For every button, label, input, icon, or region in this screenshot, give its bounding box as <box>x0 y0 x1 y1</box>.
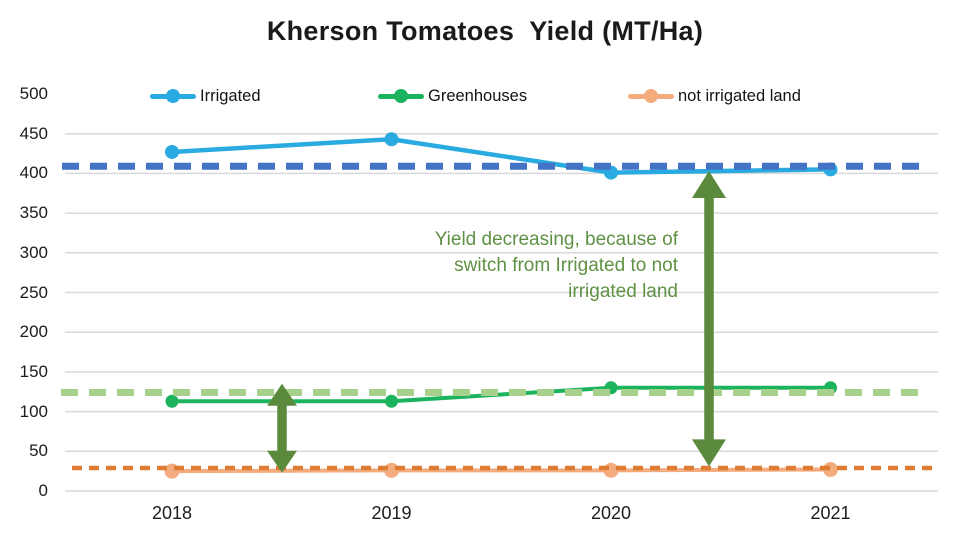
series-0-marker-2018 <box>165 144 179 159</box>
series-0-marker-2019 <box>384 132 399 147</box>
legend-item-not-irrigated: not irrigated land <box>628 84 801 108</box>
y-tick-label-0: 0 <box>38 481 48 500</box>
chart-title: Kherson Tomatoes Yield (MT/Ha) <box>266 16 704 46</box>
gap-greenhouses-vs-not-irrigated-head-down-icon <box>267 450 297 473</box>
legend-item-irrigated: Irrigated <box>150 84 261 108</box>
legend-swatch-dot <box>394 89 408 103</box>
y-tick-label-500: 500 <box>19 84 48 103</box>
x-tick-label-2021: 2021 <box>810 503 851 523</box>
legend-swatch-dot <box>644 89 658 103</box>
gap-irrigated-vs-not-irrigated-head-down-icon <box>692 439 726 467</box>
y-tick-label-250: 250 <box>19 282 48 302</box>
legend: Irrigated Greenhouses not irrigated land <box>0 84 970 108</box>
series-2-marker-2019 <box>384 462 399 478</box>
x-tick-label-2020: 2020 <box>590 503 632 523</box>
y-tick-label-450: 450 <box>19 123 48 143</box>
y-tick-label-350: 350 <box>19 203 48 223</box>
y-tick-label-400: 400 <box>19 163 48 183</box>
y-tick-label-50: 50 <box>29 441 48 461</box>
legend-swatch-dot <box>166 89 180 103</box>
legend-label-greenhouses: Greenhouses <box>428 86 528 105</box>
not-irrigated-line-swatch-icon <box>628 84 674 108</box>
series-line-0 <box>169 137 833 175</box>
series-2-marker-2020 <box>603 462 619 478</box>
y-tick-label-200: 200 <box>19 322 48 342</box>
y-tick-label-100: 100 <box>19 401 48 421</box>
irrigated-line-swatch-icon <box>150 84 196 108</box>
y-tick-label-150: 150 <box>19 361 48 381</box>
annotation-yield-decreasing: Yield decreasing, because of switch from… <box>434 229 678 302</box>
legend-label-not-irrigated: not irrigated land <box>678 86 801 105</box>
gap-irrigated-vs-not-irrigated-head-up-icon <box>692 171 726 199</box>
series-1-marker-2019 <box>385 394 398 408</box>
y-tick-label-300: 300 <box>19 242 48 262</box>
x-tick-label-2018: 2018 <box>151 503 193 523</box>
legend-label-irrigated: Irrigated <box>200 86 261 105</box>
greenhouses-line-swatch-icon <box>378 84 424 108</box>
series-1-marker-2018 <box>165 394 179 408</box>
x-tick-label-2019: 2019 <box>371 503 412 523</box>
legend-item-greenhouses: Greenhouses <box>378 84 527 108</box>
gap-greenhouses-vs-not-irrigated-head-up-icon <box>267 383 297 406</box>
